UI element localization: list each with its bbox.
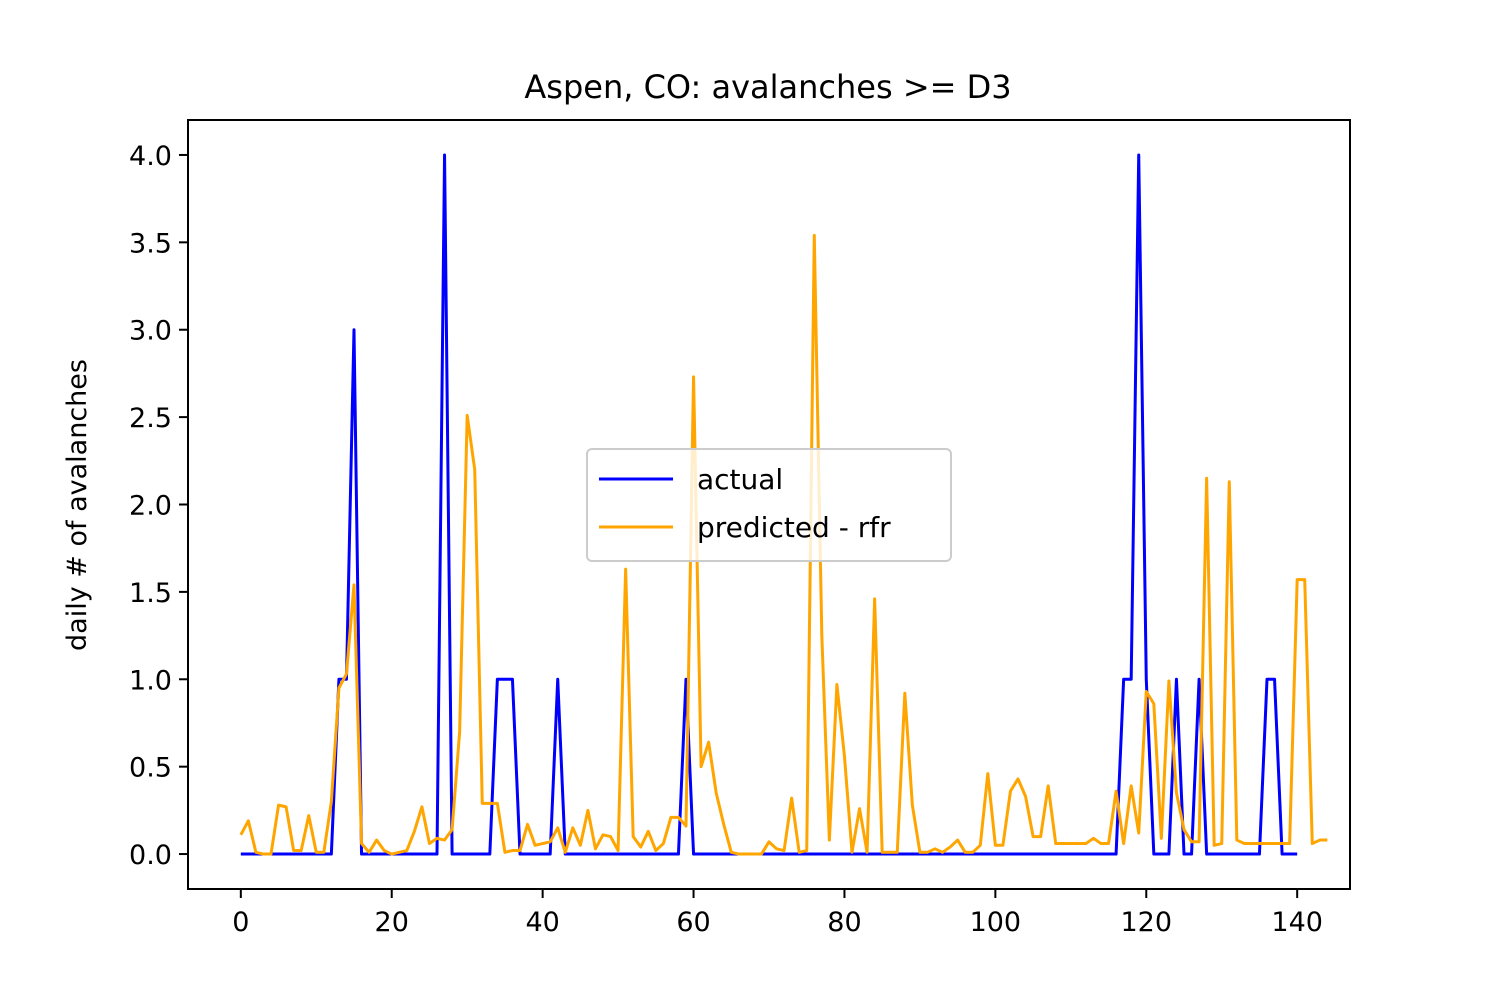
y-tick-label: 0.0 (129, 840, 172, 871)
x-tick-label: 100 (970, 907, 1022, 938)
axis-ticks: 0 20 40 60 80 100 120 140 0.0 0.5 1.0 1.5 2.0 2.5 3.0 3… (129, 141, 1323, 938)
x-tick-label: 20 (375, 907, 409, 938)
y-tick-label: 4.0 (129, 141, 172, 172)
legend-label-predicted: predicted - rfr (697, 511, 891, 544)
legend-box (586, 448, 952, 562)
y-tick-label: 2.0 (129, 491, 172, 522)
x-tick-label: 0 (232, 907, 249, 938)
y-tick-label: 0.5 (129, 753, 172, 784)
legend-label-actual: actual (697, 463, 783, 496)
x-tick-label: 40 (525, 907, 559, 938)
x-tick-label: 120 (1120, 907, 1172, 938)
y-axis-label: daily # of avalanches (62, 359, 93, 651)
x-tick-label: 140 (1271, 907, 1323, 938)
y-tick-label: 3.0 (129, 316, 172, 347)
x-tick-label: 80 (827, 907, 861, 938)
x-tick-label: 60 (676, 907, 710, 938)
y-tick-label: 1.0 (129, 665, 172, 696)
series-actual (240, 153, 1298, 856)
y-tick-label: 1.5 (129, 578, 172, 609)
chart-title: Aspen, CO: avalanches >= D3 (524, 68, 1011, 106)
legend: actual predicted - rfr (586, 448, 952, 562)
y-tick-label: 2.5 (129, 403, 172, 434)
series-predicted-rfr (239, 233, 1328, 856)
series-layer (239, 153, 1328, 856)
y-tick-label: 3.5 (129, 228, 172, 259)
